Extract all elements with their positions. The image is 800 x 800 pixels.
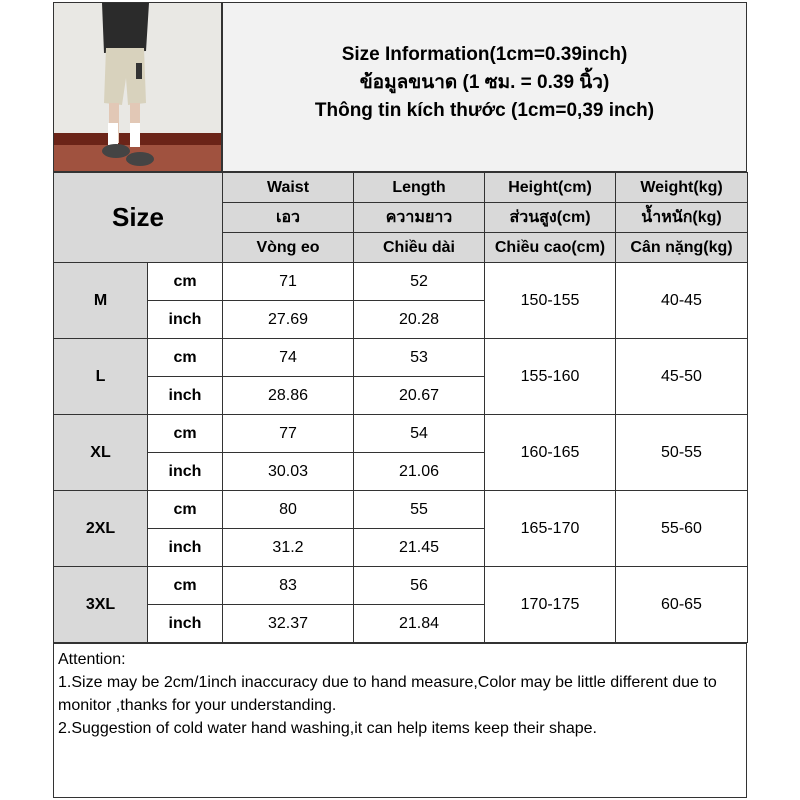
size-info-title: Size Information(1cm=0.39inch) ข้อมูลขนา… bbox=[222, 2, 747, 172]
weight-range: 50-55 bbox=[615, 414, 748, 491]
length-cm: 54 bbox=[353, 414, 485, 453]
waist-inch: 30.03 bbox=[222, 452, 354, 491]
table-row: inch 31.2 21.45 bbox=[54, 528, 748, 567]
length-inch: 21.45 bbox=[353, 528, 485, 567]
height-range: 165-170 bbox=[484, 490, 616, 567]
title-english: Size Information(1cm=0.39inch) bbox=[341, 44, 628, 65]
col-header-length-thai: ความยาว bbox=[353, 202, 485, 233]
length-inch: 21.06 bbox=[353, 452, 485, 491]
attention-heading: Attention: bbox=[58, 651, 126, 668]
col-header-height-thai: ส่วนสูง(cm) bbox=[484, 202, 616, 233]
unit-cm: cm bbox=[147, 414, 223, 453]
unit-cm: cm bbox=[147, 566, 223, 605]
weight-range: 40-45 bbox=[615, 262, 748, 339]
col-header-waist-thai: เอว bbox=[222, 202, 354, 233]
col-header-height-vi: Chiều cao(cm) bbox=[484, 232, 616, 263]
length-cm: 52 bbox=[353, 262, 485, 301]
col-header-height: Height(cm) bbox=[484, 172, 616, 203]
waist-cm: 77 bbox=[222, 414, 354, 453]
size-table: Size Waist Length Height(cm) Weight(kg) … bbox=[53, 172, 748, 643]
height-range: 150-155 bbox=[484, 262, 616, 339]
title-vietnamese: Thông tin kích thước (1cm=0,39 inch) bbox=[314, 100, 655, 121]
attention-note: Attention: 1.Size may be 2cm/1inch inacc… bbox=[53, 643, 747, 798]
unit-cm: cm bbox=[147, 338, 223, 377]
length-cm: 55 bbox=[353, 490, 485, 529]
weight-range: 55-60 bbox=[615, 490, 748, 567]
table-row: XL cm 77 54 160-165 50-55 bbox=[53, 414, 748, 491]
waist-inch: 27.69 bbox=[222, 300, 354, 339]
col-header-weight: Weight(kg) bbox=[615, 172, 748, 203]
weight-range: 60-65 bbox=[615, 566, 748, 643]
table-row: inch 27.69 20.28 bbox=[54, 300, 748, 339]
unit-inch: inch bbox=[147, 300, 223, 339]
size-label: 2XL bbox=[53, 490, 148, 567]
unit-inch: inch bbox=[147, 376, 223, 415]
waist-cm: 71 bbox=[222, 262, 354, 301]
unit-cm: cm bbox=[147, 490, 223, 529]
title-thai: ข้อมูลขนาด (1 ซม. = 0.39 นิ้ว) bbox=[359, 72, 610, 93]
length-cm: 53 bbox=[353, 338, 485, 377]
length-inch: 20.67 bbox=[353, 376, 485, 415]
size-label: XL bbox=[53, 414, 148, 491]
unit-cm: cm bbox=[147, 262, 223, 301]
length-cm: 56 bbox=[353, 566, 485, 605]
size-label: 3XL bbox=[53, 566, 148, 643]
table-row: 2XL cm 80 55 165-170 55-60 bbox=[53, 490, 748, 567]
col-header-waist-vi: Vòng eo bbox=[222, 232, 354, 263]
waist-cm: 74 bbox=[222, 338, 354, 377]
table-row: L cm 74 53 155-160 45-50 bbox=[53, 338, 748, 415]
weight-range: 45-50 bbox=[615, 338, 748, 415]
col-header-weight-vi: Cân nặng(kg) bbox=[615, 232, 748, 263]
length-inch: 20.28 bbox=[353, 300, 485, 339]
col-header-length-vi: Chiều dài bbox=[353, 232, 485, 263]
table-row: inch 32.37 21.84 bbox=[54, 604, 748, 643]
waist-inch: 31.2 bbox=[222, 528, 354, 567]
unit-inch: inch bbox=[147, 604, 223, 643]
attention-item-1: 1.Size may be 2cm/1inch inaccuracy due t… bbox=[58, 674, 717, 714]
col-header-length: Length bbox=[353, 172, 485, 203]
height-range: 155-160 bbox=[484, 338, 616, 415]
col-header-weight-thai: น้ำหนัก(kg) bbox=[615, 202, 748, 233]
table-row: M cm 71 52 150-155 40-45 bbox=[53, 262, 748, 339]
product-photo bbox=[53, 2, 222, 172]
height-range: 160-165 bbox=[484, 414, 616, 491]
waist-cm: 83 bbox=[222, 566, 354, 605]
col-header-waist: Waist bbox=[222, 172, 354, 203]
waist-inch: 28.86 bbox=[222, 376, 354, 415]
size-header: Size bbox=[53, 172, 223, 263]
length-inch: 21.84 bbox=[353, 604, 485, 643]
unit-inch: inch bbox=[147, 528, 223, 567]
height-range: 170-175 bbox=[484, 566, 616, 643]
table-row: inch 28.86 20.67 bbox=[54, 376, 748, 415]
waist-inch: 32.37 bbox=[222, 604, 354, 643]
waist-cm: 80 bbox=[222, 490, 354, 529]
attention-item-2: 2.Suggestion of cold water hand washing,… bbox=[58, 720, 597, 737]
size-label: M bbox=[53, 262, 148, 339]
table-row: 3XL cm 83 56 170-175 60-65 bbox=[53, 566, 748, 643]
size-label: L bbox=[53, 338, 148, 415]
unit-inch: inch bbox=[147, 452, 223, 491]
